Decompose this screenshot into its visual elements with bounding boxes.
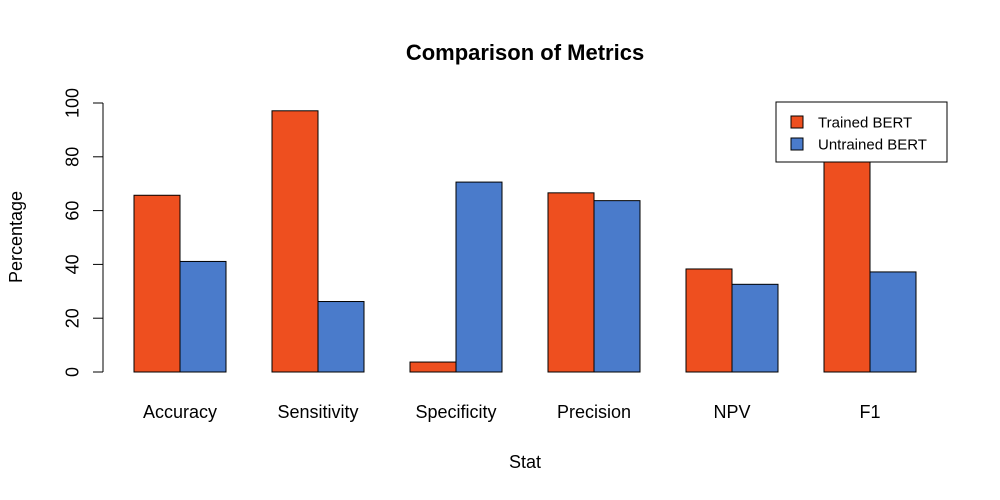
legend-box bbox=[775, 101, 948, 163]
x-category-label: NPV bbox=[713, 402, 750, 422]
legend: Trained BERT Untrained BERT bbox=[775, 101, 948, 163]
x-category-label: Accuracy bbox=[143, 402, 217, 422]
category-labels: Accuracy Sensitivity Specificity Precision N… bbox=[143, 402, 881, 422]
bar-accuracy-untrained-bert bbox=[179, 260, 227, 373]
legend-swatch bbox=[790, 115, 804, 129]
x-category-label: Specificity bbox=[415, 402, 496, 422]
bars bbox=[133, 110, 917, 373]
bar-f1-trained-bert bbox=[823, 158, 871, 373]
x-category-label: Sensitivity bbox=[277, 402, 358, 422]
bar-npv-untrained-bert bbox=[731, 283, 779, 373]
legend-label: Untrained BERT bbox=[818, 136, 927, 153]
y-tick-label: 60 bbox=[62, 201, 82, 221]
bar-precision-untrained-bert bbox=[593, 200, 641, 373]
bar-specificity-trained-bert bbox=[409, 361, 457, 373]
y-tick-label: 20 bbox=[62, 308, 82, 328]
legend-label: Trained BERT bbox=[818, 114, 912, 131]
bar-sensitivity-trained-bert bbox=[271, 110, 319, 373]
bar-precision-trained-bert bbox=[547, 192, 595, 373]
bar-specificity-untrained-bert bbox=[455, 181, 503, 373]
y-axis: 0 20 40 60 80 100 bbox=[62, 88, 104, 377]
x-category-label: Precision bbox=[557, 402, 631, 422]
bar-sensitivity-untrained-bert bbox=[317, 301, 365, 373]
x-axis-label: Stat bbox=[509, 452, 541, 472]
bar-f1-untrained-bert bbox=[869, 271, 917, 373]
bar-accuracy-trained-bert bbox=[133, 194, 181, 373]
y-tick-label: 80 bbox=[62, 147, 82, 167]
chart-title: Comparison of Metrics bbox=[406, 40, 644, 65]
legend-swatch bbox=[790, 137, 804, 151]
y-axis-label: Percentage bbox=[6, 191, 26, 283]
y-tick-label: 0 bbox=[62, 367, 82, 377]
x-category-label: F1 bbox=[859, 402, 880, 422]
y-tick-label: 100 bbox=[62, 88, 82, 118]
bar-npv-trained-bert bbox=[685, 268, 733, 373]
y-tick-label: 40 bbox=[62, 254, 82, 274]
